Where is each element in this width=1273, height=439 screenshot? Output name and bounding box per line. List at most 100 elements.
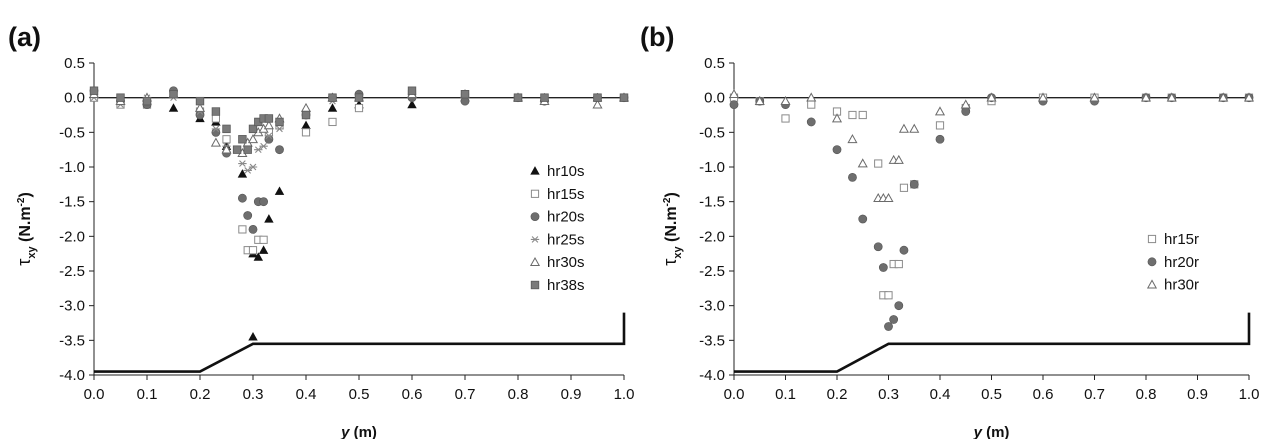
data-point	[1166, 92, 1177, 102]
data-point	[243, 145, 252, 154]
data-point	[909, 123, 920, 133]
data-point	[142, 96, 152, 106]
data-point	[898, 123, 909, 133]
data-point	[728, 88, 740, 99]
data-point	[238, 135, 247, 144]
legend-label: hr38s	[547, 277, 585, 294]
legend-label: hr15s	[547, 186, 585, 203]
channel-profile-line	[734, 312, 1251, 373]
series-hr20r	[729, 93, 1254, 331]
legend-marker	[530, 189, 540, 198]
data-point	[619, 93, 629, 102]
data-point	[89, 86, 99, 95]
data-point	[729, 100, 739, 109]
series-hr30r	[728, 88, 1255, 203]
data-point	[934, 106, 946, 116]
legend-marker	[1147, 234, 1157, 244]
y-tick-label: 0.0	[704, 90, 725, 107]
x-tick-label: 0.4	[930, 386, 951, 403]
panel-label: (a)	[8, 22, 41, 52]
y-tick-label: -2.0	[59, 228, 85, 245]
x-tick-label: 0.7	[455, 386, 476, 403]
data-point	[460, 90, 470, 99]
x-tick-label: 1.0	[614, 386, 635, 403]
x-axis-label: y (m)	[340, 424, 377, 439]
data-point	[211, 114, 221, 123]
y-tick-label: -3.5	[699, 332, 725, 349]
data-point	[300, 102, 312, 112]
y-tick-label: -2.5	[59, 263, 85, 280]
chart-panel-b: (b) 0.5 0.0 -0.5 -1.0 -1.5 -2.0 -2.5 -3.0 -3.5 -4.…	[640, 22, 1259, 439]
x-tick-label: 0.0	[84, 386, 105, 403]
data-point	[238, 160, 247, 167]
legend-label: hr20r	[1164, 254, 1199, 271]
data-point	[264, 132, 274, 140]
data-point	[264, 114, 274, 123]
legend-marker	[530, 166, 540, 175]
data-point	[806, 92, 817, 102]
data-point	[899, 183, 909, 192]
data-point	[248, 124, 258, 134]
data-point	[248, 246, 258, 255]
data-point	[960, 99, 971, 109]
x-tick-label: 0.8	[508, 386, 529, 403]
x-tick-label: 0.2	[190, 386, 211, 403]
x-tick-label: 1.0	[1239, 386, 1260, 403]
data-point	[858, 110, 867, 120]
data-point	[301, 110, 311, 120]
data-point	[211, 107, 221, 116]
y-tick-label: 0.5	[64, 55, 85, 72]
data-point	[1037, 92, 1049, 102]
data-point	[858, 214, 868, 224]
data-point	[275, 117, 284, 127]
data-point	[258, 245, 269, 254]
y-tick-label: -3.0	[699, 298, 725, 315]
chart-panel-a: (a) 0.5 0.0 -0.5 -1.0 -1.5 -2.0 -2.5 -3.0 -3.5 -4.…	[8, 22, 634, 439]
y-tick-label: -3.5	[59, 332, 85, 349]
legend-entry: hr20s	[530, 209, 585, 226]
data-point	[961, 107, 971, 116]
y-tick-label: -1.5	[59, 194, 85, 211]
y-tick-label: -0.5	[699, 124, 725, 141]
data-point	[238, 225, 247, 234]
data-point	[894, 259, 903, 269]
data-point	[884, 291, 893, 300]
legend-entry: hr38s	[530, 277, 585, 294]
data-point	[222, 135, 231, 144]
legend-entry: hr30s	[529, 254, 585, 271]
legend-marker	[530, 236, 540, 243]
data-point	[275, 125, 284, 133]
data-point	[899, 245, 909, 255]
data-point	[893, 154, 904, 164]
y-axis-label: τxy (N.m-2)	[14, 192, 38, 266]
x-tick-label: 0.4	[296, 386, 317, 403]
data-point	[878, 263, 888, 272]
legend-entry: hr20r	[1147, 254, 1199, 271]
data-point	[1140, 92, 1152, 102]
data-point	[857, 158, 868, 168]
data-point	[194, 102, 206, 112]
data-point	[832, 145, 842, 155]
data-point	[781, 114, 790, 123]
data-point	[116, 93, 125, 102]
legend-label: hr20s	[547, 209, 585, 226]
data-point	[248, 163, 258, 171]
data-point	[168, 103, 179, 112]
data-point	[328, 93, 337, 102]
data-point	[327, 103, 338, 112]
y-tick-label: -2.5	[699, 263, 725, 280]
x-axis-label: y (m)	[973, 424, 1010, 439]
data-point	[540, 93, 549, 102]
data-point	[221, 144, 232, 154]
data-point	[806, 117, 816, 127]
data-point	[935, 134, 945, 144]
data-point	[884, 322, 893, 331]
y-tick-label: -4.0	[59, 367, 85, 384]
x-tick-label: 0.3	[243, 386, 264, 403]
series-hr38s	[89, 86, 629, 154]
data-point	[935, 121, 945, 130]
data-point	[243, 211, 253, 220]
data-point	[259, 197, 268, 207]
data-point	[407, 99, 417, 109]
data-point	[1218, 92, 1229, 102]
